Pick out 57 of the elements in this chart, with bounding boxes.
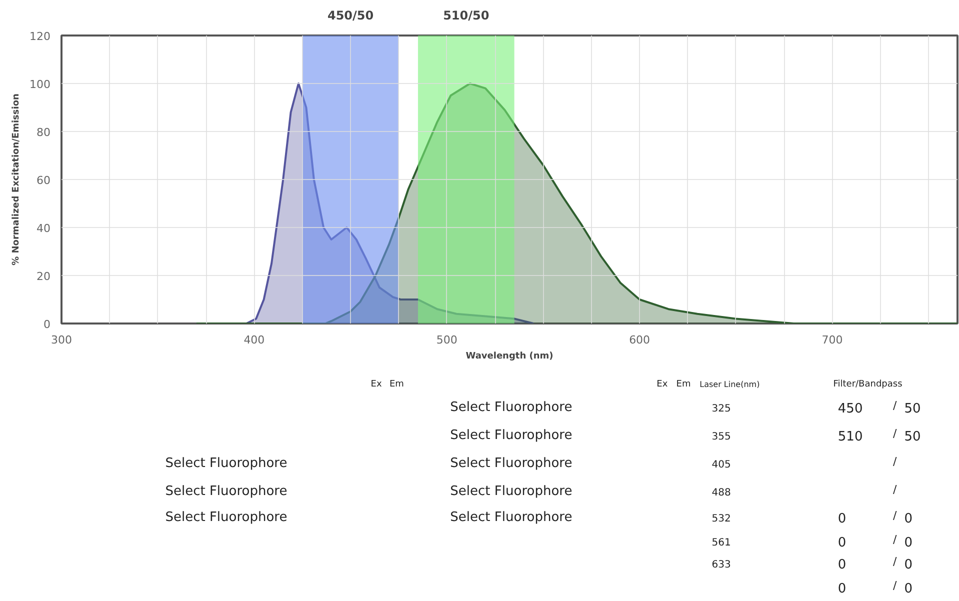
text: / [893, 579, 898, 592]
y-tick-label: 120 [30, 30, 51, 43]
text: 510 [838, 430, 863, 444]
text: 0 [904, 512, 913, 526]
text: 0 [838, 582, 846, 596]
y-tick-label: 0 [44, 318, 50, 331]
text: / [893, 427, 898, 440]
y-tick-label: 80 [36, 126, 51, 139]
y-tick-label: 100 [30, 78, 51, 91]
text: Select Fluorophore [450, 510, 572, 525]
text: / [893, 483, 898, 496]
x-tick-label: 600 [629, 334, 650, 346]
band-label: 510/50 [443, 8, 490, 22]
text: 50 [904, 430, 921, 444]
text: 0 [904, 558, 913, 572]
text: 0 [904, 582, 913, 596]
y-axis-title: % Normalized Excitation/Emission [12, 94, 22, 266]
text: Select Fluorophore [165, 456, 288, 471]
y-tick-label: 20 [36, 270, 51, 283]
text: Ex [656, 380, 668, 390]
text: 405 [712, 460, 731, 470]
text: Em [676, 380, 691, 390]
text: 0 [838, 536, 846, 550]
text: Select Fluorophore [165, 484, 288, 499]
text: 0 [904, 536, 913, 550]
text: 0 [838, 512, 846, 526]
text: Select Fluorophore [450, 484, 572, 499]
text: Em [389, 380, 404, 390]
text: Select Fluorophore [450, 456, 572, 471]
y-tick-label: 40 [36, 222, 51, 235]
text: Ex [370, 380, 382, 390]
text: Select Fluorophore [165, 510, 288, 525]
text: Select Fluorophore [450, 400, 572, 415]
text: / [893, 555, 898, 568]
text: 488 [712, 488, 731, 498]
text: 325 [712, 404, 731, 414]
text: Select Fluorophore [450, 428, 572, 443]
text: / [893, 399, 898, 412]
text: Filter/Bandpass [833, 380, 903, 390]
text: 355 [712, 432, 731, 442]
text: / [893, 455, 898, 468]
x-tick-label: 500 [436, 334, 458, 346]
text: 50 [904, 402, 921, 416]
text: / [893, 509, 898, 522]
x-axis-title: Wavelength (nm) [466, 352, 554, 362]
text: / [893, 533, 898, 546]
text: 633 [712, 560, 731, 570]
text: 532 [712, 514, 731, 524]
text: 561 [712, 538, 731, 548]
y-tick-label: 60 [36, 174, 51, 187]
text: 450 [838, 402, 863, 416]
x-tick-label: 400 [244, 334, 265, 346]
band-label: 450/50 [327, 8, 374, 22]
text: Laser Line(nm) [700, 380, 760, 389]
text: 0 [838, 558, 846, 572]
x-tick-label: 700 [822, 334, 843, 346]
x-tick-label: 300 [51, 334, 72, 346]
